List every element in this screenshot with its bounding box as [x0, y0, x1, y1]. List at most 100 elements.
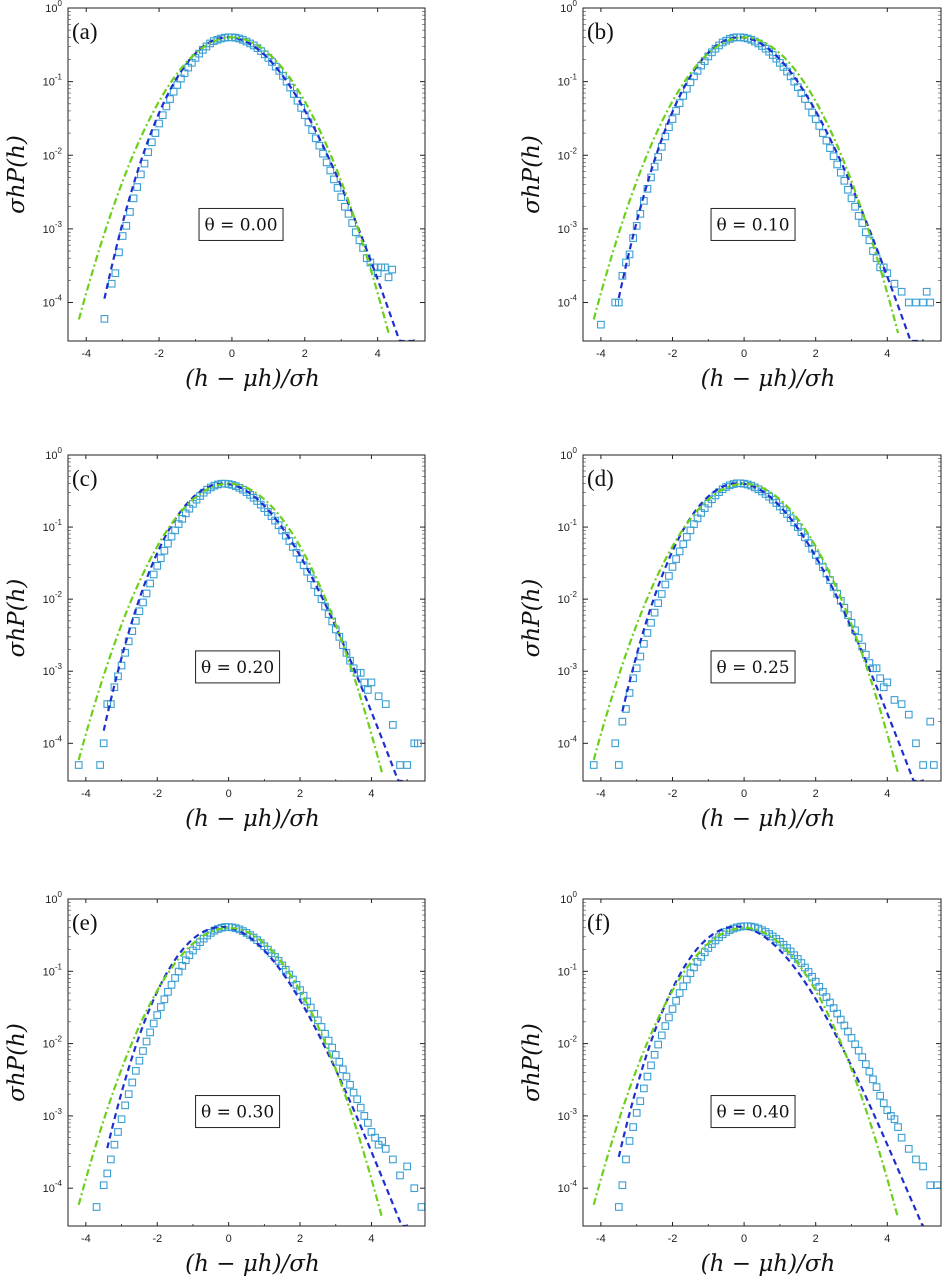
data-marker — [356, 1103, 365, 1112]
data-marker — [133, 183, 142, 191]
data-marker — [897, 287, 906, 296]
x-tick-label: -4 — [596, 1233, 606, 1245]
x-axis-label: (h − μh)/σh — [701, 1251, 836, 1277]
data-marker — [926, 717, 935, 726]
theta-annotation: θ = 0.40 — [716, 1103, 789, 1123]
gaussian-curve-dashdot — [592, 482, 900, 774]
x-tick-label: 2 — [813, 788, 819, 800]
data-marker — [883, 678, 892, 687]
data-marker — [632, 1109, 641, 1117]
data-marker — [321, 602, 329, 611]
y-tick-label: 10-3 — [43, 662, 63, 678]
data-marker — [374, 692, 383, 701]
data-marker — [156, 1003, 165, 1011]
data-marker — [665, 1013, 673, 1022]
plot-area — [583, 899, 941, 1226]
data-marker — [106, 1155, 115, 1164]
data-marker — [110, 1140, 119, 1149]
data-marker — [139, 1047, 147, 1055]
data-marker — [139, 598, 147, 607]
data-marker — [865, 1067, 874, 1076]
fit-curve-dashed — [621, 482, 924, 781]
data-marker — [890, 279, 899, 288]
x-tick-label: -2 — [668, 788, 678, 800]
data-marker — [643, 629, 652, 637]
data-marker — [326, 166, 335, 175]
x-axis-label: (h − μh)/σh — [701, 806, 836, 832]
x-tick-label: 2 — [297, 1233, 303, 1245]
data-marker — [126, 208, 134, 216]
data-marker — [661, 580, 670, 589]
data-marker — [672, 555, 680, 563]
y-tick-label: 10-1 — [558, 518, 578, 534]
panel-label: (c) — [72, 466, 98, 491]
data-marker — [131, 1066, 140, 1075]
data-marker — [876, 1091, 884, 1100]
x-tick-label: 4 — [884, 348, 890, 360]
data-marker — [643, 1072, 652, 1081]
theta-annotation-box — [198, 207, 284, 241]
y-tick-label: 100 — [560, 0, 577, 15]
y-tick-label: 10-2 — [43, 146, 63, 162]
data-marker — [153, 561, 162, 570]
data-marker — [124, 1090, 133, 1098]
y-tick-label: 10-2 — [558, 590, 578, 606]
fit-curve-dashed — [103, 36, 415, 341]
panel-label: (a) — [72, 19, 98, 44]
y-tick-label: 10-3 — [558, 1107, 578, 1123]
plot-frame — [582, 898, 942, 1227]
data-marker — [876, 674, 884, 683]
data-marker — [858, 219, 867, 227]
x-tick-label: -4 — [81, 348, 91, 360]
data-marker — [384, 273, 393, 282]
y-tick-label: 10-3 — [43, 1107, 63, 1123]
data-marker — [117, 661, 126, 670]
y-axis-label: σhP(h) — [519, 579, 545, 658]
data-marker — [121, 1101, 129, 1110]
data-marker — [115, 248, 123, 257]
data-marker — [403, 761, 412, 769]
x-tick-label: -4 — [596, 788, 606, 800]
data-marker — [156, 554, 165, 563]
data-marker — [342, 1072, 351, 1081]
data-marker — [679, 540, 688, 548]
data-marker — [151, 129, 160, 137]
data-marker — [647, 1061, 655, 1070]
plot-frame — [582, 7, 942, 342]
chart-panel-b: -4 -2 0 2 4 10-4 10-3 10-2 10-1 100 (b) θ = 0.10 (h … — [519, 0, 942, 392]
theta-annotation: θ = 0.00 — [204, 215, 277, 235]
plot-content — [589, 479, 938, 781]
data-marker — [640, 1084, 648, 1093]
y-axis-label: σhP(h) — [4, 135, 30, 214]
data-marker — [657, 143, 666, 151]
data-marker — [614, 1203, 623, 1211]
data-marker — [128, 1078, 137, 1087]
data-marker — [919, 1162, 927, 1171]
data-marker — [647, 618, 655, 627]
y-tick-label: 100 — [560, 890, 577, 906]
data-marker — [328, 1043, 337, 1052]
data-marker — [410, 1184, 419, 1193]
x-axis-label: (h − μh)/σh — [185, 1251, 320, 1277]
y-tick-label: 10-4 — [43, 294, 63, 310]
data-marker — [912, 1155, 920, 1164]
data-marker — [330, 175, 338, 184]
plot-content — [77, 923, 425, 1226]
chart-panel-a: -4 -2 0 2 4 10-4 10-3 10-2 10-1 100 (a) θ = 0.00 (h … — [4, 0, 426, 392]
x-tick-label: 4 — [884, 788, 890, 800]
data-marker — [389, 1155, 397, 1164]
data-marker — [389, 721, 397, 729]
data-marker — [665, 572, 673, 580]
x-tick-label: 4 — [884, 1233, 890, 1245]
x-tick-label: -2 — [668, 1233, 678, 1245]
data-marker — [919, 761, 927, 769]
fit-curve-dashed — [102, 482, 408, 781]
data-marker — [919, 298, 927, 307]
y-tick-label: 100 — [45, 446, 62, 462]
panel-label: (b) — [587, 19, 614, 44]
data-marker — [872, 1083, 881, 1091]
data-marker — [826, 144, 834, 152]
data-marker — [926, 1181, 935, 1190]
data-marker — [367, 678, 376, 687]
